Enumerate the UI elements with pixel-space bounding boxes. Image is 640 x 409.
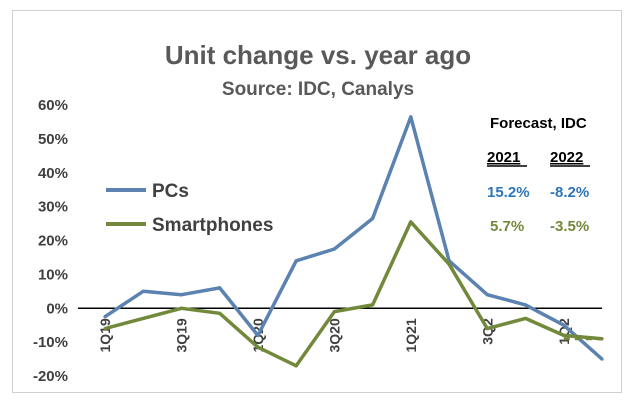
data-point-pcs <box>218 286 222 290</box>
y-tick-label: 30% <box>38 199 68 216</box>
forecast-pcs-2021: 15.2% <box>487 184 530 201</box>
data-point-smartphones <box>179 306 184 310</box>
data-point-pcs <box>256 333 260 337</box>
series-lines <box>103 115 606 368</box>
x-tick-label: 3Q20 <box>326 318 342 352</box>
data-point-smartphones <box>103 326 107 331</box>
data-point-pcs <box>409 115 413 119</box>
data-point-pcs <box>600 357 604 361</box>
y-axis-ticks: 60% 50% 40% 30% 20% 10% 0% -10% -20% <box>33 97 68 385</box>
forecast-label: Forecast, IDC <box>490 115 587 132</box>
legend-label-pcs: PCs <box>152 181 189 202</box>
legend: PCs Smartphones <box>106 181 273 236</box>
y-tick-label: 60% <box>38 97 68 114</box>
chart-title: Unit change vs. year ago <box>165 40 471 70</box>
data-point-pcs <box>332 247 336 251</box>
x-axis-ticks: 1Q19 3Q19 1Q20 3Q20 1Q21 3Q2 1Q2 <box>97 318 572 352</box>
data-point-pcs <box>294 259 298 263</box>
data-point-pcs <box>371 216 375 221</box>
data-point-pcs <box>485 293 489 297</box>
data-point-smartphones <box>294 364 298 368</box>
data-point-smartphones <box>485 326 489 331</box>
data-point-pcs <box>523 303 528 307</box>
data-point-smartphones <box>141 316 145 321</box>
data-point-smartphones <box>562 333 566 337</box>
chart-frame <box>12 10 622 393</box>
forecast-year-2021: 2021 <box>487 149 520 166</box>
forecast-smartphones-2022: -3.5% <box>550 218 589 235</box>
y-tick-label: -10% <box>33 334 68 351</box>
x-tick-label: 1Q21 <box>403 318 419 352</box>
data-point-pcs <box>179 293 184 297</box>
forecast-pcs-2022: -8.2% <box>550 184 589 201</box>
y-tick-label: 10% <box>38 266 68 283</box>
data-point-smartphones <box>523 316 528 321</box>
data-point-pcs <box>562 323 566 327</box>
y-tick-label: 20% <box>38 233 68 250</box>
data-point-smartphones <box>332 310 336 314</box>
data-point-pcs <box>141 289 145 293</box>
forecast-year-2022: 2022 <box>550 149 583 166</box>
data-point-smartphones <box>218 311 222 315</box>
data-point-smartphones <box>409 220 413 224</box>
data-point-pcs <box>103 315 107 319</box>
forecast-smartphones-2021: 5.7% <box>490 218 524 235</box>
x-tick-label: 1Q19 <box>97 318 113 352</box>
chart-subtitle: Source: IDC, Canalys <box>222 79 414 100</box>
y-tick-label: 40% <box>38 165 68 182</box>
y-tick-label: -20% <box>33 368 68 385</box>
x-tick-label: 3Q19 <box>173 318 189 352</box>
series-line-pcs <box>104 115 604 361</box>
y-tick-label: 0% <box>46 300 68 317</box>
data-point-smartphones <box>447 262 451 266</box>
data-point-smartphones <box>371 303 375 307</box>
y-tick-label: 50% <box>38 131 68 148</box>
legend-label-smartphones: Smartphones <box>152 215 273 236</box>
series-line-smartphones <box>104 220 603 368</box>
forecast-table: Forecast, IDC 2021 2022 15.2% -8.2% 5.7%… <box>487 115 590 235</box>
data-point-smartphones <box>256 345 260 349</box>
